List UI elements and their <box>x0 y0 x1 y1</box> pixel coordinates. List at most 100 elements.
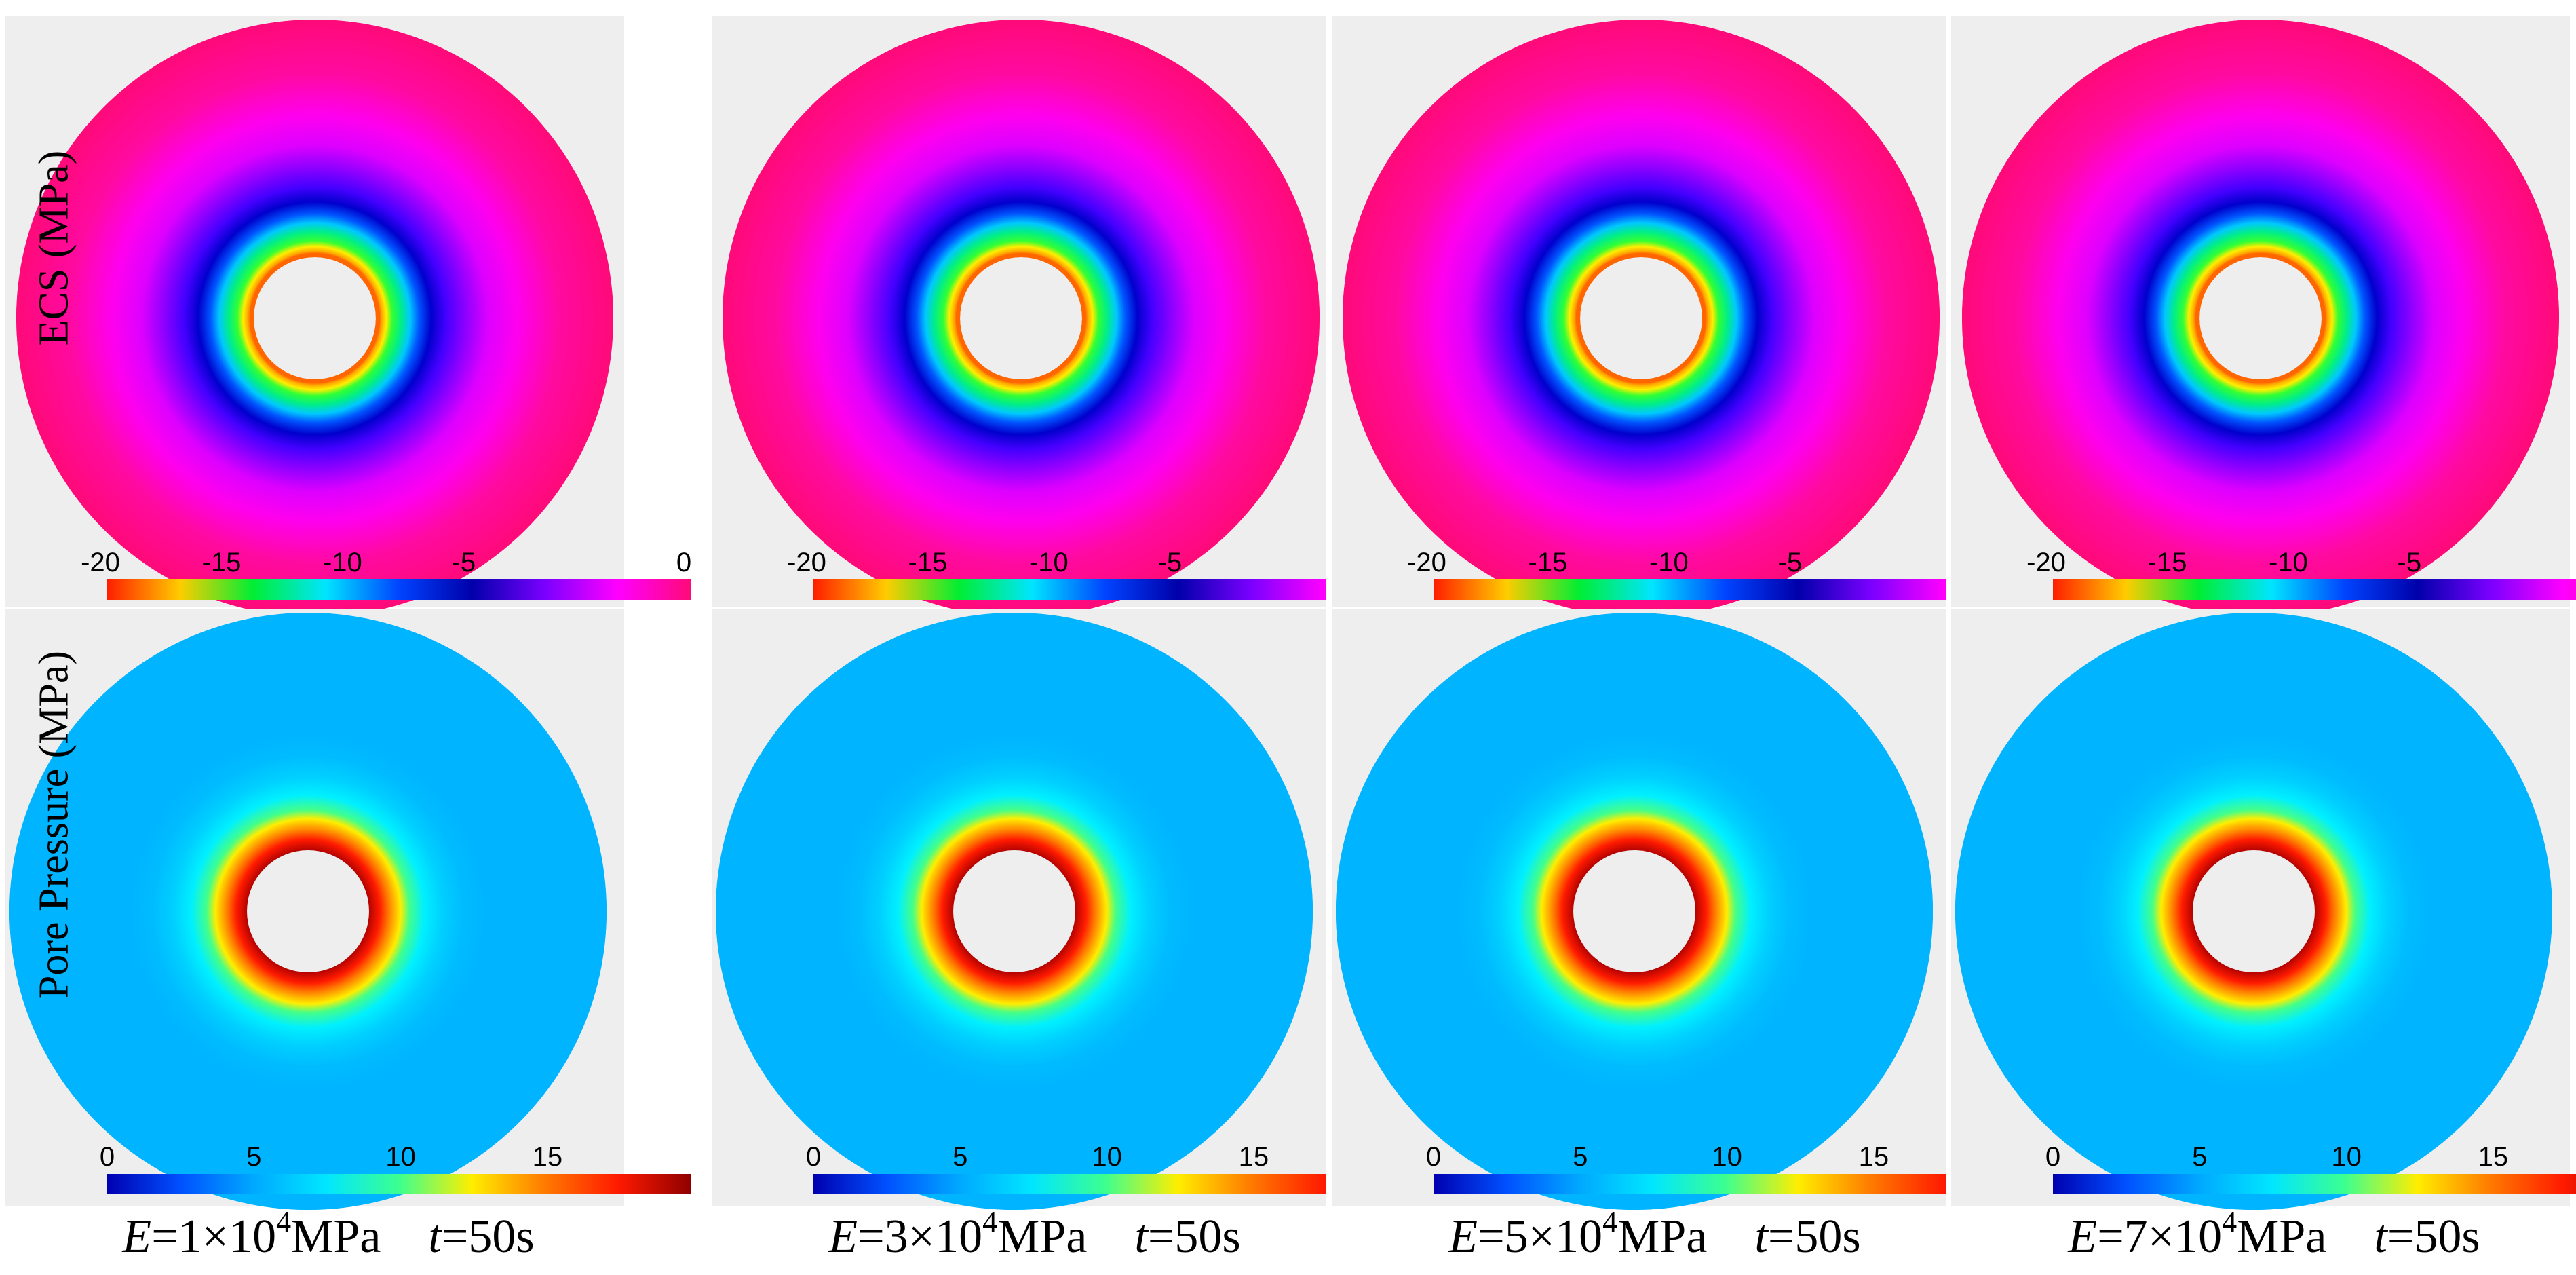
caption-t-value: =50s <box>1148 1211 1241 1263</box>
caption-e-unit: MPa <box>997 1211 1134 1263</box>
borehole-rim <box>956 253 1086 383</box>
colorbar-tick-label: -15 <box>2148 548 2187 577</box>
colorbar-tick-label: -15 <box>202 548 242 577</box>
caption-4: E=7×104MPa t=50s <box>2067 1205 2480 1263</box>
caption-t-symbol: t <box>428 1211 442 1263</box>
caption-e-unit: MPa <box>291 1211 428 1263</box>
colorbar-tick-label: -20 <box>81 548 120 577</box>
borehole-rim <box>1576 253 1706 383</box>
panel-ecs-2: -20-15-10-50 <box>712 16 1398 617</box>
colorbar-tick-label: 10 <box>2331 1142 2362 1172</box>
colorbar-gradient <box>1434 579 2017 600</box>
borehole <box>960 257 1082 379</box>
colorbar-tick-label: -5 <box>2398 548 2422 577</box>
colorbar-tick-label: -10 <box>1649 548 1689 577</box>
colorbar-tick-label: 0 <box>2045 1142 2060 1172</box>
caption-e-symbol: E <box>828 1211 858 1263</box>
caption-e-value: =5×10 <box>1478 1211 1602 1263</box>
caption-t-value: =50s <box>442 1211 535 1263</box>
row-label-pore-pressure: Pore Pressure (MPa) <box>31 650 77 1000</box>
colorbar-tick-label: -15 <box>1529 548 1568 577</box>
borehole <box>2199 257 2322 379</box>
caption-t-symbol: t <box>1134 1211 1149 1263</box>
colorbar-tick-label: 10 <box>385 1142 416 1172</box>
colorbar-tick-label: -5 <box>1778 548 1803 577</box>
colorbar-pore: 0 5 10 15 <box>806 1142 1397 1194</box>
caption-e-value: =3×10 <box>858 1211 982 1263</box>
borehole <box>1573 850 1695 972</box>
panel-separator <box>706 16 712 1206</box>
caption-e-symbol: E <box>2067 1211 2097 1263</box>
colorbar-tick-label: 5 <box>1573 1142 1588 1172</box>
colorbar-tick-label: 15 <box>1859 1142 1889 1172</box>
colorbar-gradient <box>813 1174 1397 1194</box>
caption-2: E=3×104MPa t=50s <box>828 1205 1240 1263</box>
caption-e-exponent: 4 <box>2222 1205 2237 1238</box>
colorbar-pore: 0 5 10 15 <box>1426 1142 2017 1194</box>
caption-e-value: =1×10 <box>151 1211 276 1263</box>
row-label-ecs: ECS (MPa) <box>31 150 77 346</box>
colorbar-tick-label: 5 <box>953 1142 967 1172</box>
colorbar-gradient <box>107 1174 691 1194</box>
colorbar-ecs: -20-15-10-50 <box>2026 548 2576 600</box>
caption-1: E=1×104MPa t=50s <box>121 1205 534 1263</box>
colorbar-tick-label: -5 <box>1158 548 1183 577</box>
borehole <box>254 257 376 379</box>
caption-t-symbol: t <box>2374 1211 2388 1263</box>
caption-3: E=5×104MPa t=50s <box>1448 1205 1860 1263</box>
colorbar-tick-label: -10 <box>1029 548 1069 577</box>
caption-e-value: =7×10 <box>2097 1211 2222 1263</box>
colorbar-tick-label: -5 <box>452 548 476 577</box>
colorbar-gradient <box>2053 1174 2576 1194</box>
caption-t-value: =50s <box>1768 1211 1861 1263</box>
caption-t-value: =50s <box>2387 1211 2480 1263</box>
colorbar-gradient <box>1434 1174 2017 1194</box>
colorbar-tick-label: -15 <box>908 548 948 577</box>
panel-pore-2: 0 5 10 15 <box>712 609 1397 1210</box>
colorbar-tick-label: 0 <box>100 1142 115 1172</box>
panel-grid: -20-15-10-50-20-15-10-50-20-15-10-50-20-… <box>5 16 2576 1210</box>
caption-e-exponent: 4 <box>1602 1205 1617 1238</box>
borehole <box>247 850 369 972</box>
colorbar-tick-label: 15 <box>2478 1142 2509 1172</box>
colorbar-tick-label: 0 <box>676 548 691 577</box>
colorbar-tick-label: 10 <box>1092 1142 1122 1172</box>
borehole <box>1580 257 1702 379</box>
panel-separator <box>1326 16 1332 1206</box>
colorbar-ecs: -20-15-10-50 <box>787 548 1398 600</box>
panel-ecs-4: -20-15-10-50 <box>1951 16 2576 617</box>
colorbar-tick-label: 0 <box>806 1142 821 1172</box>
caption-row: E=1×104MPa t=50s E=3×104MPa t=50s E=5×104M… <box>121 1205 2480 1263</box>
caption-e-exponent: 4 <box>276 1205 291 1238</box>
caption-e-unit: MPa <box>2237 1211 2374 1263</box>
panel-pore-1: 0 5 10 15 <box>5 609 691 1210</box>
panel-ecs-3: -20-15-10-50 <box>1332 16 2018 617</box>
colorbar-tick-label: -20 <box>787 548 826 577</box>
colorbar-tick-label: -10 <box>323 548 362 577</box>
caption-e-symbol: E <box>1448 1211 1478 1263</box>
colorbar-tick-label: -10 <box>2269 548 2308 577</box>
colorbar-tick-label: 15 <box>1239 1142 1269 1172</box>
caption-e-exponent: 4 <box>982 1205 997 1238</box>
colorbar-gradient <box>107 579 691 600</box>
panel-ecs-1: -20 -15 -10 -5 0 <box>5 16 691 617</box>
panel-pore-3: 0 5 10 15 <box>1332 609 2017 1210</box>
colorbar-ecs: -20 -15 -10 -5 0 <box>81 548 691 600</box>
colorbar-gradient <box>813 579 1397 600</box>
borehole-rim <box>2195 253 2326 383</box>
borehole <box>953 850 1075 972</box>
caption-e-symbol: E <box>121 1211 151 1263</box>
colorbar-tick-label: -20 <box>1407 548 1446 577</box>
colorbar-tick-label: 5 <box>2192 1142 2207 1172</box>
panel-pore-4: 0 5 10 15 <box>1951 609 2576 1210</box>
borehole-rim <box>250 253 380 383</box>
colorbar-pore: 0 5 10 15 <box>100 1142 691 1194</box>
caption-e-unit: MPa <box>1617 1211 1754 1263</box>
colorbar-tick-label: 5 <box>246 1142 261 1172</box>
colorbar-pore: 0 5 10 15 <box>2045 1142 2576 1194</box>
borehole <box>2193 850 2315 972</box>
caption-t-symbol: t <box>1754 1211 1769 1263</box>
colorbar-ecs: -20-15-10-50 <box>1407 548 2018 600</box>
colorbar-tick-label: 10 <box>1712 1142 1742 1172</box>
